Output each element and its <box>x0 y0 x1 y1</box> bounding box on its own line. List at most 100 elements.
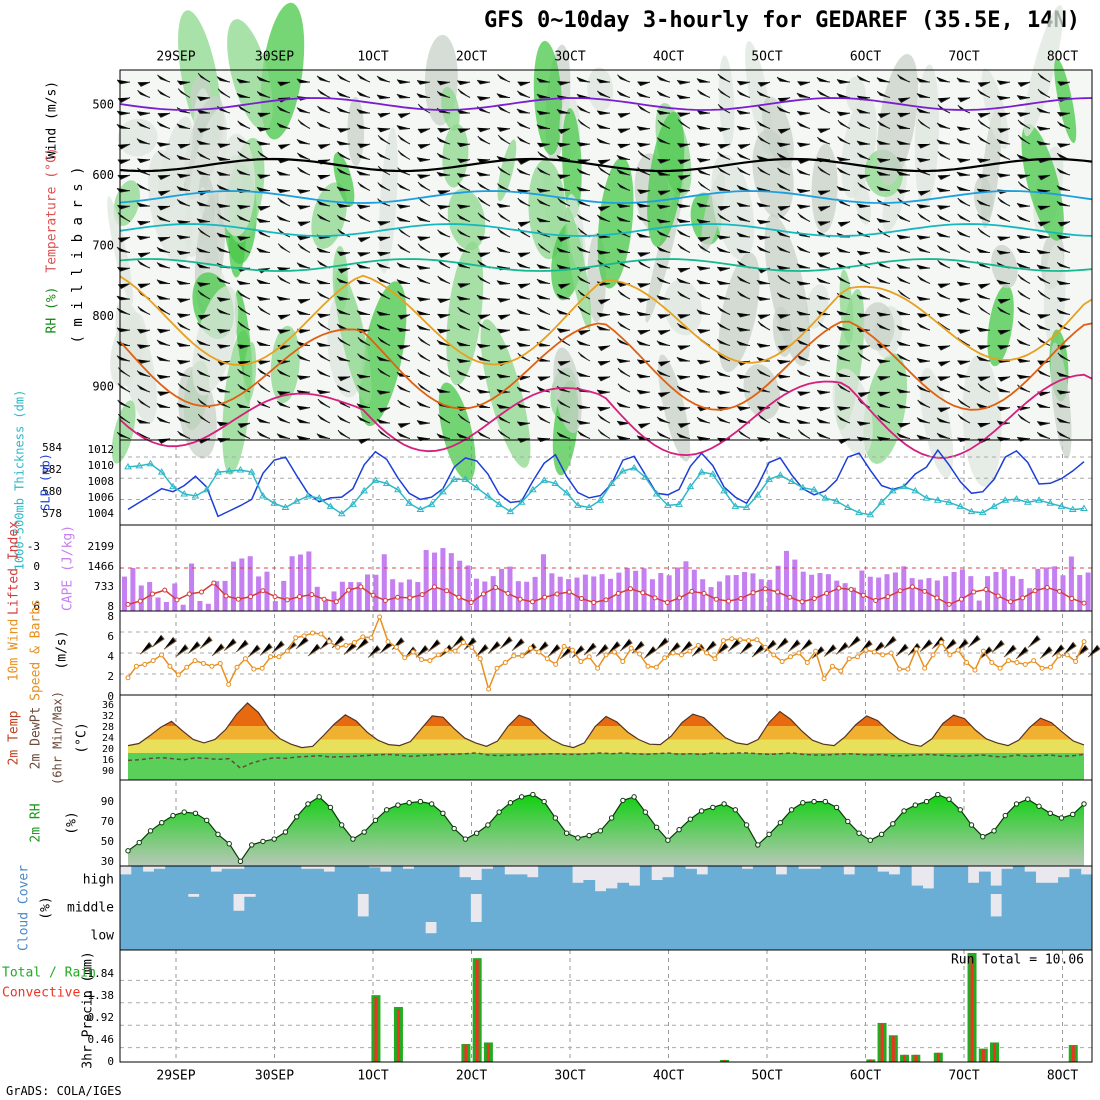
wind-barb <box>376 276 391 284</box>
wind-barb <box>997 151 1011 160</box>
cloud-bar <box>899 866 912 894</box>
wind-barb <box>816 418 831 424</box>
thickness-point <box>821 494 830 501</box>
wind-barb <box>277 390 291 396</box>
li-point <box>640 590 646 596</box>
cloud-bar <box>470 922 483 950</box>
wind-barb <box>837 167 851 176</box>
thickness-point <box>922 494 931 501</box>
wind-speed-point <box>712 656 718 662</box>
ylabel-precip: 3hr Precip (mm) <box>81 951 96 1068</box>
cloud-bar <box>413 866 426 894</box>
wind-barb <box>297 152 311 160</box>
cloud-bar <box>1058 894 1070 922</box>
cape-bar <box>490 576 496 611</box>
thickness-point <box>495 500 504 507</box>
li-point <box>958 596 964 602</box>
wind-barb <box>456 80 471 86</box>
thickness-tick-label: 580 <box>42 485 62 498</box>
wind-barb <box>157 190 171 197</box>
wind-barb <box>657 431 671 439</box>
cape-bar <box>926 578 932 611</box>
wind-barb <box>736 340 751 346</box>
wind-barb <box>616 203 631 209</box>
wind-barb <box>776 142 791 148</box>
precip-panel-frame <box>119 949 1093 1063</box>
wind-barb <box>417 174 431 179</box>
wind-barb <box>656 262 671 269</box>
wind-barb <box>196 339 211 346</box>
wind-barb <box>176 185 191 191</box>
sfc-wind-barb <box>799 639 813 652</box>
wind-barb <box>796 188 811 194</box>
wind-barb <box>956 171 971 177</box>
sfc-wind-barb <box>1051 644 1065 658</box>
wind-barb <box>896 156 911 162</box>
wind-barb <box>876 171 891 176</box>
wind-barb <box>636 125 651 131</box>
rh-point <box>428 801 435 807</box>
rh-contour-blob <box>811 143 838 233</box>
wind-barb <box>576 246 591 253</box>
wind-barb <box>557 399 571 408</box>
isotherm-line <box>119 258 1093 272</box>
temp-tick-label: 36 <box>102 700 114 711</box>
wind-barb <box>316 342 331 347</box>
wind-barb <box>196 140 211 145</box>
wind-barb <box>796 92 811 98</box>
wind-barb <box>296 262 311 269</box>
wind-barb <box>996 95 1011 101</box>
wind-barb <box>617 321 631 331</box>
wind-barb <box>757 413 771 424</box>
wind-barb <box>717 143 731 149</box>
thickness-point <box>270 499 279 506</box>
wind-barb <box>336 203 351 208</box>
ylabel-2m-rh: 2m RH <box>29 803 44 842</box>
cape-bar <box>214 581 220 611</box>
li-point <box>493 585 499 590</box>
wind-barb <box>437 275 451 284</box>
cloud-middle-bars <box>120 894 1093 922</box>
rh-point <box>586 832 592 839</box>
wind-barb <box>1037 221 1051 227</box>
isotherm-line <box>119 223 1093 237</box>
wind-barb <box>537 243 551 253</box>
wind-barb <box>396 216 411 222</box>
cloud-bar <box>956 922 969 950</box>
wind-barb <box>977 81 991 88</box>
wind-barb <box>657 314 671 319</box>
pressure-tick-label: 700 <box>92 239 114 253</box>
cloud-bar <box>357 922 370 950</box>
cape-bar <box>985 576 991 611</box>
rh-point <box>822 798 829 805</box>
sfc-wind-barb <box>895 643 909 657</box>
cape-bar <box>482 581 488 611</box>
wind-barb <box>156 416 171 424</box>
rh-contour-blob <box>480 319 531 468</box>
wind-barb <box>976 293 991 300</box>
wind-barb <box>597 298 611 305</box>
wind-barb <box>176 263 191 269</box>
wind-barb <box>696 218 711 224</box>
sfc-wind-barb <box>775 637 789 651</box>
date-label-top: 5OCT <box>751 50 782 65</box>
cloud-bar <box>786 922 799 950</box>
cloud-bar <box>945 866 957 894</box>
wind-barb <box>817 221 831 227</box>
wind-barb <box>796 245 811 253</box>
wind-barb <box>117 283 131 290</box>
cloud-bar <box>719 866 731 894</box>
wind-barb <box>777 183 791 191</box>
wind-barb <box>476 294 491 300</box>
wind-barb <box>637 104 651 114</box>
wind-barb <box>897 245 911 253</box>
thickness-point <box>787 477 796 484</box>
thickness-point <box>1001 496 1010 503</box>
wind-barb <box>717 127 731 132</box>
wind-speed-point <box>628 645 634 651</box>
wind-barb <box>877 391 891 397</box>
wind-speed-point <box>1014 660 1020 665</box>
cape-bar <box>356 582 362 611</box>
wind-barb <box>1056 297 1071 302</box>
rh-point <box>845 818 851 825</box>
